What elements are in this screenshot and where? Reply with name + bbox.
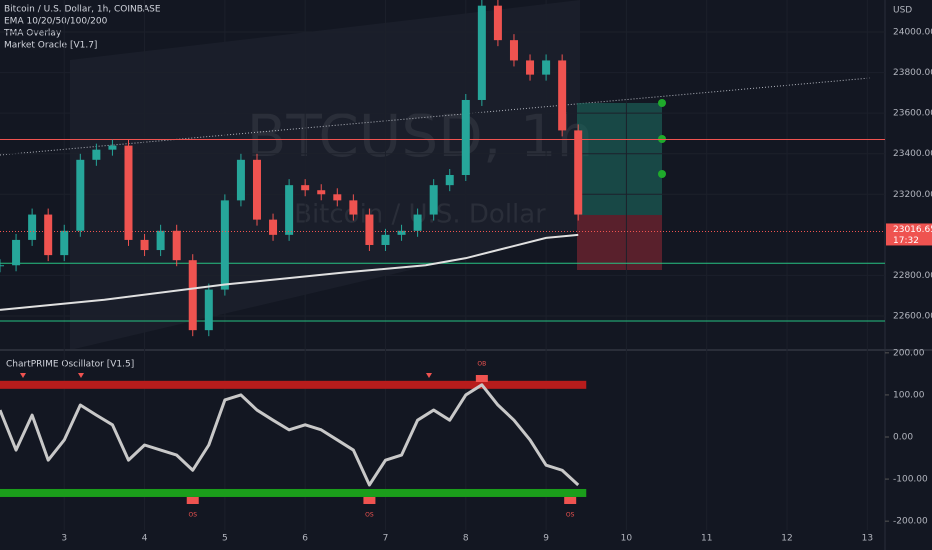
candle	[526, 60, 535, 75]
signal-label: OS	[188, 512, 197, 519]
signal-box	[564, 497, 577, 504]
candle	[236, 159, 245, 201]
candle	[365, 214, 374, 245]
target-dot	[658, 99, 666, 107]
price-tick-label: 23800.00	[893, 68, 932, 78]
candle	[461, 99, 470, 176]
candle	[140, 239, 149, 251]
time-tick-label: 7	[383, 534, 389, 544]
osc-band	[0, 380, 587, 389]
target-dot	[658, 135, 666, 143]
candle	[509, 40, 518, 61]
candle	[269, 219, 278, 235]
signal-box	[363, 497, 376, 504]
candle	[574, 130, 583, 215]
candle	[558, 60, 567, 131]
time-tick-label: 11	[701, 534, 712, 544]
candle	[156, 230, 165, 251]
candle	[28, 214, 37, 240]
target-zone	[577, 103, 662, 215]
time-tick-label: 9	[543, 534, 549, 544]
signal-label: OS	[566, 512, 575, 519]
candle	[285, 185, 294, 235]
candle	[381, 234, 390, 245]
channel	[70, 0, 580, 350]
legend-item: Market Oracle [V1.7]	[4, 41, 97, 51]
osc-tick-label: -200.00	[893, 517, 928, 527]
candle	[12, 239, 21, 266]
candle	[44, 214, 53, 256]
stop-zone	[577, 215, 662, 270]
candle	[220, 200, 229, 290]
signal-label: OS	[365, 512, 374, 519]
time-tick-label: 13	[862, 534, 873, 544]
candle	[413, 214, 422, 231]
time-tick-label: 12	[781, 534, 792, 544]
price-tick-label: 23600.00	[893, 109, 932, 119]
osc-tick-label: 200.00	[893, 348, 925, 358]
legend-item: TMA Overlay	[3, 29, 62, 39]
countdown: 17:32	[893, 236, 919, 246]
candle	[124, 145, 133, 240]
candle	[92, 149, 101, 160]
candle	[0, 265, 4, 267]
triangle	[20, 373, 26, 378]
time-tick-label: 5	[222, 534, 228, 544]
price-tick-label: 24000.00	[893, 28, 932, 38]
candle	[542, 60, 551, 75]
candle	[252, 159, 261, 220]
oscillator-title: ChartPRIME Oscillator [V1.5]	[6, 360, 134, 370]
price-tick-label: 22600.00	[893, 311, 932, 321]
signal-label: OB	[477, 361, 486, 368]
osc-band	[0, 488, 587, 497]
price-tick-label: 23200.00	[893, 190, 932, 200]
osc-tick-label: -100.00	[893, 475, 928, 485]
last-price: 23016.65	[893, 225, 932, 235]
time-tick-label: 10	[621, 534, 633, 544]
signal-box	[186, 497, 199, 504]
triangle	[426, 373, 432, 378]
candle	[333, 194, 342, 201]
candle	[493, 5, 502, 41]
candle	[349, 200, 358, 215]
ema-line	[0, 233, 579, 311]
time-tick-label: 3	[61, 534, 67, 544]
price-tick-label: 22800.00	[893, 271, 932, 281]
triangle	[78, 373, 84, 378]
time-tick-label: 8	[463, 534, 469, 544]
oscillator-line	[0, 383, 580, 487]
candle	[108, 145, 117, 150]
last-price-box	[886, 223, 932, 246]
time-tick-label: 6	[302, 534, 308, 544]
candle	[397, 230, 406, 235]
candle	[60, 230, 69, 256]
candle	[301, 185, 310, 191]
signal-triangles	[20, 373, 432, 378]
time-tick-label: 4	[142, 534, 148, 544]
candle	[477, 5, 486, 100]
candle	[445, 175, 454, 186]
target-dot	[658, 170, 666, 178]
price-tick-label: 23400.00	[893, 149, 932, 159]
candle	[76, 159, 85, 231]
osc-tick-label: 100.00	[893, 390, 925, 400]
candle	[188, 260, 197, 331]
currency-label: USD	[893, 6, 912, 16]
osc-tick-label: 0.00	[893, 433, 913, 443]
candle	[204, 289, 213, 331]
legend-item: EMA 10/20/50/100/200	[4, 17, 108, 27]
candle	[172, 230, 181, 261]
candle	[317, 190, 326, 195]
candle	[429, 185, 438, 215]
signal-box	[475, 375, 488, 382]
legend-symbol: Bitcoin / U.S. Dollar, 1h, COINBASE	[4, 5, 161, 15]
watermark-symbol: BTCUSD, 1h	[247, 102, 594, 170]
